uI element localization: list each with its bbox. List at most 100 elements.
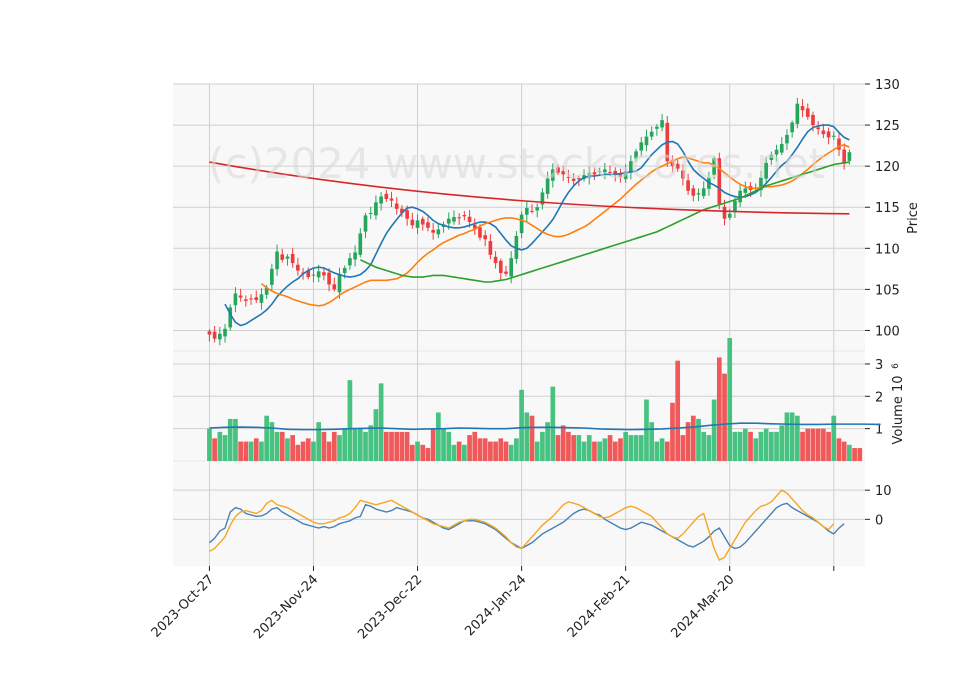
volume-axis-exponent: 6 (891, 363, 901, 369)
volume-bar (430, 428, 436, 461)
candle (472, 218, 477, 235)
volume-bar (222, 435, 228, 461)
candle (681, 163, 685, 186)
volume-bar (399, 431, 405, 461)
candle (514, 231, 519, 264)
volume-bar (602, 438, 608, 461)
volume-bar (670, 402, 675, 461)
candle-body (374, 202, 378, 216)
candle-body (764, 162, 768, 179)
candle (649, 126, 654, 141)
candle (769, 151, 774, 165)
candle (842, 143, 847, 170)
candle-body (811, 114, 815, 126)
volume-bar (316, 422, 322, 461)
volume-bar (623, 431, 629, 461)
candle-body (467, 216, 472, 223)
candle-body (790, 122, 794, 133)
candle-body (795, 103, 800, 124)
candle (655, 124, 659, 136)
candle (322, 268, 326, 281)
candle-body (228, 307, 233, 328)
price-tick-label: 110 (875, 242, 900, 257)
candle-body (452, 217, 456, 222)
candle-body (524, 208, 529, 215)
candle-body (696, 193, 701, 195)
candle-body (436, 229, 441, 235)
volume-bar (498, 438, 504, 461)
candle-body (264, 287, 269, 295)
osc-tick-label: 10 (875, 484, 892, 499)
volume-bar (212, 438, 217, 461)
candle (639, 136, 644, 157)
volume-bar (285, 438, 290, 461)
candle-body (259, 294, 264, 303)
volume-bar (592, 441, 597, 461)
candle (207, 329, 212, 342)
candle-body (821, 130, 826, 135)
volume-bar (207, 428, 212, 461)
candle (332, 277, 337, 292)
candle-body (634, 151, 638, 159)
candle-body (722, 206, 727, 219)
volume-bar (378, 383, 384, 461)
volume-bar (675, 360, 681, 461)
price-tick-label: 100 (875, 324, 900, 339)
volume-bar (274, 431, 280, 461)
volume-bar (462, 444, 467, 461)
volume-bar (716, 357, 722, 461)
candle (296, 257, 300, 276)
volume-bar (540, 431, 545, 461)
volume-bar (467, 435, 472, 461)
candle (394, 197, 399, 215)
candle (275, 244, 279, 276)
volume-bar (253, 438, 259, 461)
candle (644, 129, 649, 152)
volume-bar (545, 422, 550, 461)
candle (410, 212, 415, 229)
price-axis-label: Price (906, 202, 921, 234)
volume-bar (477, 438, 483, 461)
candle (623, 164, 628, 183)
candle-body (644, 136, 649, 146)
volume-bar (482, 438, 488, 461)
candle (379, 192, 383, 211)
volume-axis-label: Volume 10 (891, 375, 906, 444)
volume-bar (805, 428, 811, 461)
candle (306, 267, 311, 280)
volume-bar (826, 431, 831, 461)
volume-bar (576, 435, 582, 461)
candle-body (488, 241, 493, 255)
candle (800, 99, 805, 118)
candle-body (603, 169, 607, 173)
candle-body (337, 273, 342, 293)
volume-bar (841, 441, 847, 461)
candle (254, 290, 259, 303)
candle-body (831, 135, 836, 137)
volume-bar (352, 428, 358, 461)
volume-bar (524, 412, 530, 461)
moving-average-line-4 (209, 161, 850, 215)
candle (244, 295, 248, 307)
candle-body (270, 268, 274, 285)
candle (218, 326, 222, 346)
candle-body (649, 131, 654, 137)
volume-bar (555, 435, 561, 461)
candle (436, 224, 441, 239)
candle-body (618, 173, 623, 177)
candle (280, 248, 285, 263)
candle (785, 129, 789, 150)
candle-body (561, 171, 566, 175)
candle (603, 162, 607, 180)
volume-bar (618, 438, 623, 461)
x-tick-label: 2024-Jan-24 (462, 572, 529, 639)
volume-bar (696, 418, 701, 461)
candle (629, 155, 633, 180)
candle-body (457, 217, 461, 219)
candle-body (322, 272, 326, 276)
candle (524, 201, 529, 222)
candle-body (389, 198, 394, 201)
candle-body (405, 210, 409, 219)
volume-bar (259, 441, 264, 461)
candle-body (218, 333, 222, 340)
